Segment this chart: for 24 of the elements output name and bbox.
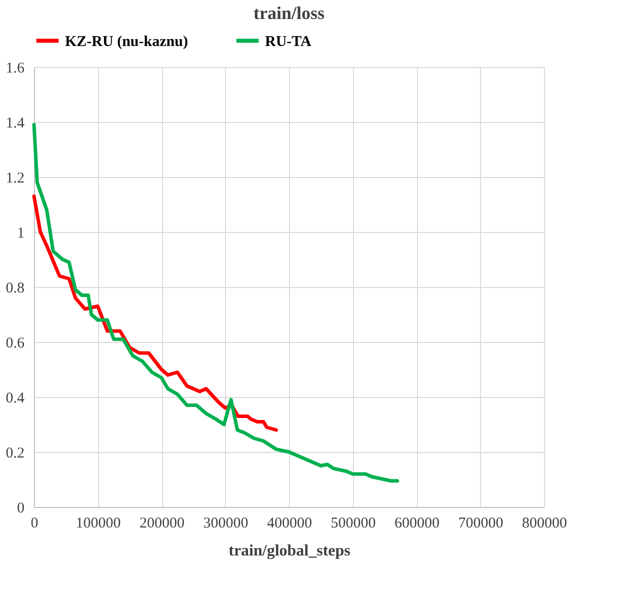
y-tick-label: 0.6: [6, 336, 25, 352]
x-tick-label: 300000: [203, 516, 248, 532]
y-tick-label: 1.2: [6, 170, 24, 186]
y-tick-label: 1: [17, 226, 24, 242]
x-tick-label: 0: [30, 516, 38, 532]
x-tick-label: 800000: [522, 516, 567, 532]
legend-label: RU-TA: [265, 34, 312, 50]
y-tick-label: 1.6: [6, 60, 25, 76]
line-series: [32, 123, 400, 483]
x-tick-label: 600000: [394, 516, 440, 532]
x-tick-label: 200000: [140, 516, 184, 532]
y-tick-label: 0.8: [6, 280, 24, 296]
y-tick-label: 0.2: [6, 446, 24, 462]
x-tick-label: 100000: [76, 516, 121, 532]
legend-label: KZ-RU (nu-kaznu): [65, 34, 188, 50]
y-tick-label: 0.4: [6, 390, 25, 406]
x-tick-label: 400000: [267, 516, 312, 532]
chart-title: train/loss: [253, 3, 325, 23]
x-axis-title: train/global_steps: [228, 542, 350, 560]
line-series: [32, 194, 278, 432]
x-tick-label: 700000: [458, 516, 504, 532]
y-tick-label: 0: [17, 500, 24, 516]
x-tick-label: 500000: [330, 516, 376, 532]
y-tick-label: 1.4: [6, 116, 25, 132]
